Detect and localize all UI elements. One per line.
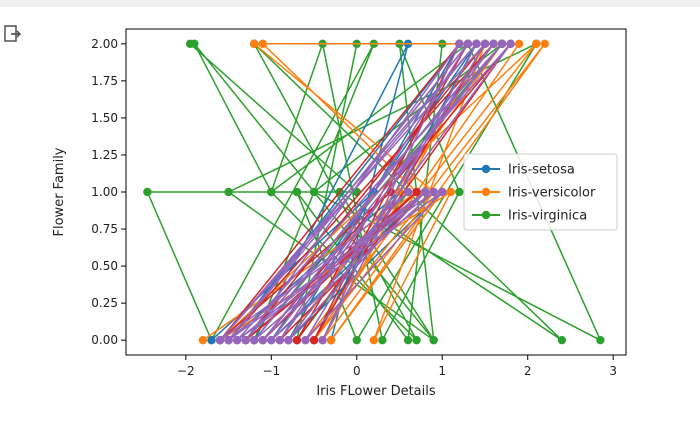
- data-point: [224, 187, 233, 197]
- series-line: [219, 43, 512, 341]
- data-point: [326, 335, 336, 345]
- data-point: [378, 335, 387, 345]
- data-point: [284, 335, 293, 345]
- data-point: [275, 335, 285, 345]
- data-point: [455, 39, 464, 49]
- x-tick-label: 0: [353, 364, 361, 378]
- data-point: [232, 335, 242, 345]
- data-point: [446, 187, 455, 197]
- data-point: [438, 187, 447, 197]
- y-tick-label: 1.00: [91, 185, 118, 199]
- data-point: [403, 187, 413, 197]
- cell-top-strip: [0, 0, 700, 7]
- legend-label: Iris-versicolor: [508, 186, 596, 201]
- legend-item: Iris-virginica: [472, 209, 587, 224]
- legend-swatch-marker: [481, 210, 491, 220]
- legend-box: [463, 153, 618, 231]
- data-point: [429, 187, 438, 197]
- data-point: [412, 335, 421, 345]
- data-point: [301, 335, 310, 345]
- data-point: [463, 39, 473, 49]
- data-point: [318, 335, 327, 345]
- data-point: [596, 335, 605, 345]
- data-point: [267, 335, 276, 345]
- data-point: [352, 335, 361, 345]
- data-point: [420, 187, 430, 197]
- x-tick-label: 1: [438, 364, 446, 378]
- chart: −2 −1 0 1 2 3 0.00 0.25 0.50 0.75 1.00 1.25 1.50 1.75…: [52, 28, 627, 399]
- data-point: [532, 39, 541, 49]
- y-tick-label: 0.00: [91, 333, 118, 347]
- data-point: [489, 39, 498, 49]
- data-point: [429, 335, 438, 345]
- data-point: [143, 187, 152, 197]
- data-point: [250, 39, 259, 49]
- data-point: [292, 335, 302, 345]
- legend-swatch-marker: [481, 187, 491, 197]
- data-point: [258, 335, 267, 345]
- data-point: [369, 335, 379, 345]
- legend-item: Iris-setosa: [472, 163, 575, 178]
- y-tick-label: 1.25: [91, 148, 118, 162]
- x-tick-label: −2: [177, 364, 195, 378]
- output-arrow-icon: [4, 25, 21, 42]
- legend-item: Iris-versicolor: [472, 186, 596, 201]
- data-point: [455, 187, 464, 197]
- data-point: [506, 39, 515, 49]
- data-point: [309, 187, 319, 197]
- y-axis-label: Flower Family: [52, 147, 67, 236]
- data-point: [241, 335, 250, 345]
- legend-label: Iris-setosa: [508, 163, 575, 178]
- data-point: [292, 187, 302, 197]
- ticks-layer: −2 −1 0 1 2 3 0.00 0.25 0.50 0.75 1.00 1.25 1.50 1.75…: [91, 37, 617, 378]
- x-tick-label: 2: [524, 364, 532, 378]
- data-point: [190, 39, 199, 49]
- data-point: [215, 335, 225, 345]
- y-tick-label: 0.50: [91, 259, 118, 273]
- x-tick-label: −1: [262, 364, 280, 378]
- series-4: [215, 39, 515, 345]
- data-point: [198, 335, 208, 345]
- data-point: [309, 335, 319, 345]
- y-tick-label: 0.75: [91, 222, 118, 236]
- data-point: [207, 335, 216, 345]
- data-point: [514, 39, 524, 49]
- data-point: [557, 335, 567, 345]
- data-point: [540, 39, 550, 49]
- data-point: [267, 187, 276, 197]
- legend-label: Iris-virginica: [508, 209, 587, 224]
- y-tick-label: 1.75: [91, 74, 118, 88]
- data-point: [224, 335, 233, 345]
- legend: Iris-setosa Iris-versicolor Iris-virginica: [463, 153, 618, 231]
- x-axis-label: Iris FLower Details: [316, 384, 436, 399]
- data-point: [412, 187, 421, 197]
- data-point: [258, 39, 267, 49]
- y-tick-label: 1.50: [91, 111, 118, 125]
- data-point: [403, 335, 413, 345]
- data-point: [497, 39, 507, 49]
- legend-swatch-marker: [481, 164, 491, 174]
- x-tick-label: 3: [609, 364, 617, 378]
- y-tick-label: 2.00: [91, 37, 118, 51]
- data-point: [472, 39, 481, 49]
- y-tick-label: 0.25: [91, 296, 118, 310]
- data-point: [250, 335, 259, 345]
- output-gutter: [0, 7, 44, 426]
- data-point: [480, 39, 490, 49]
- series-layer: [143, 39, 605, 345]
